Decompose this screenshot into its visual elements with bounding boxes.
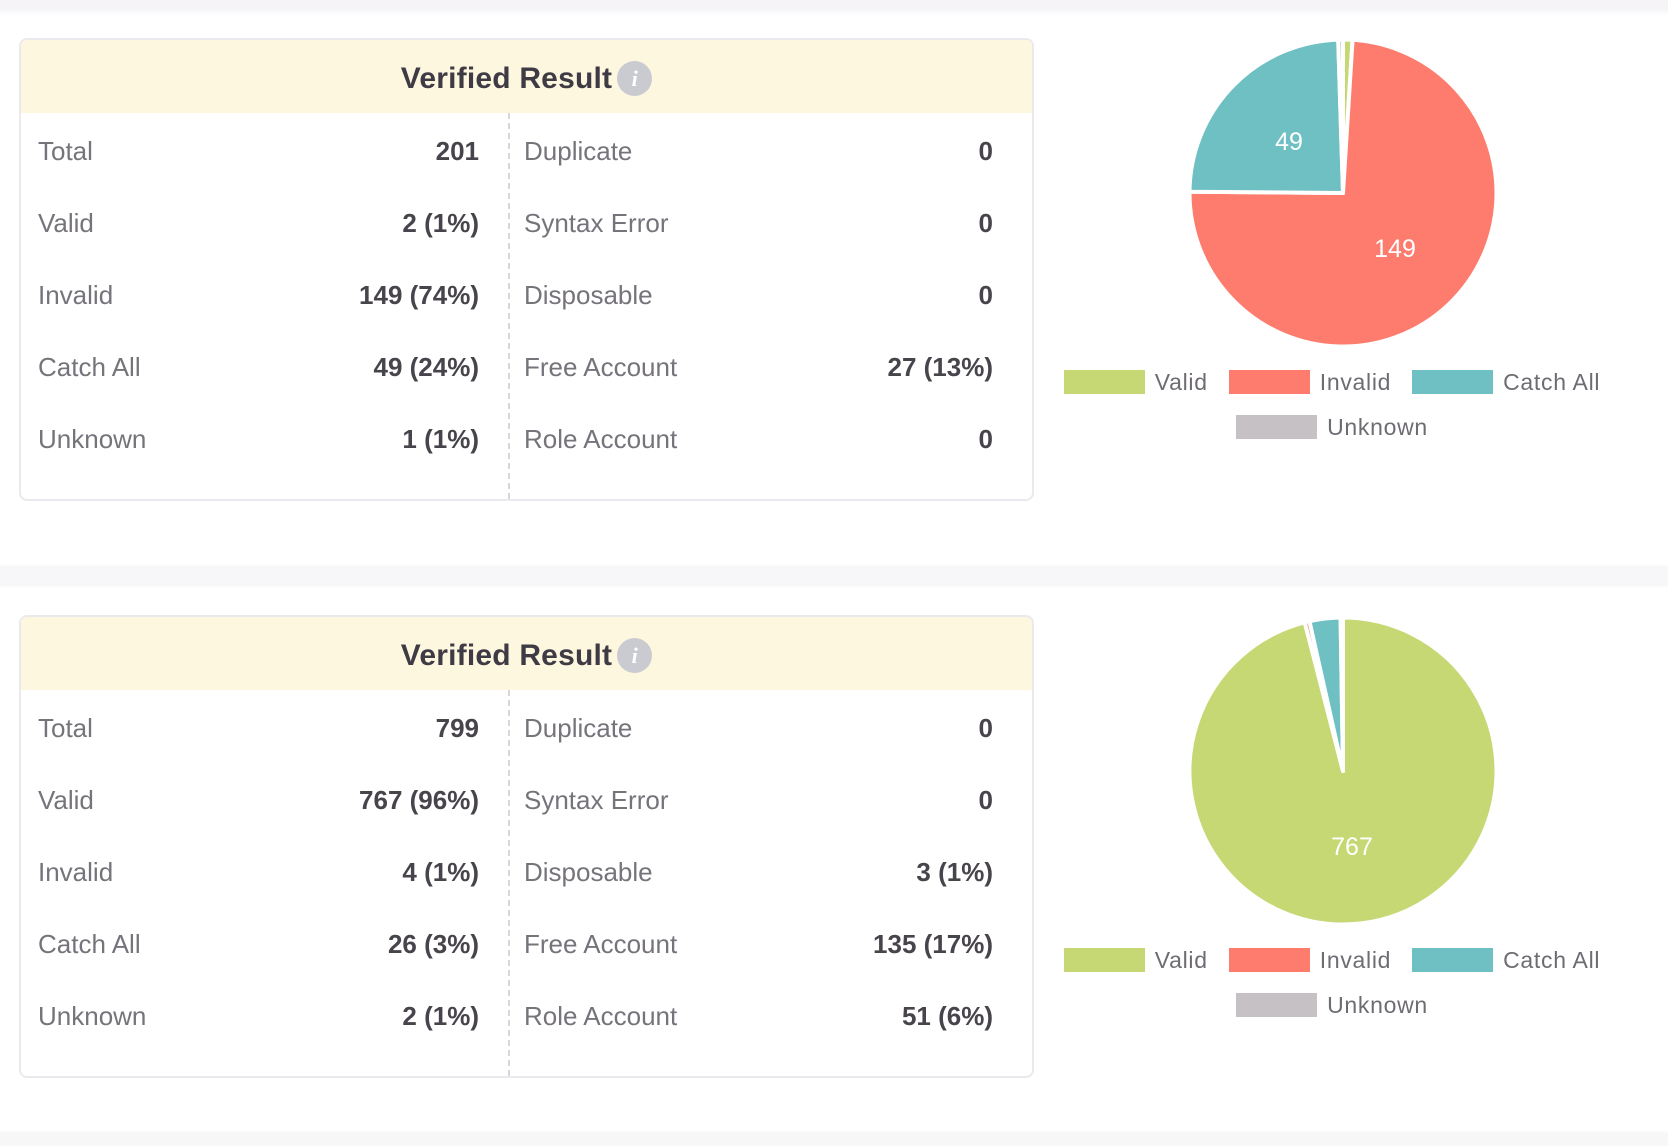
svg-text:49: 49 <box>1275 128 1303 156</box>
svg-text:767: 767 <box>1331 833 1373 861</box>
svg-text:149: 149 <box>1374 235 1416 263</box>
